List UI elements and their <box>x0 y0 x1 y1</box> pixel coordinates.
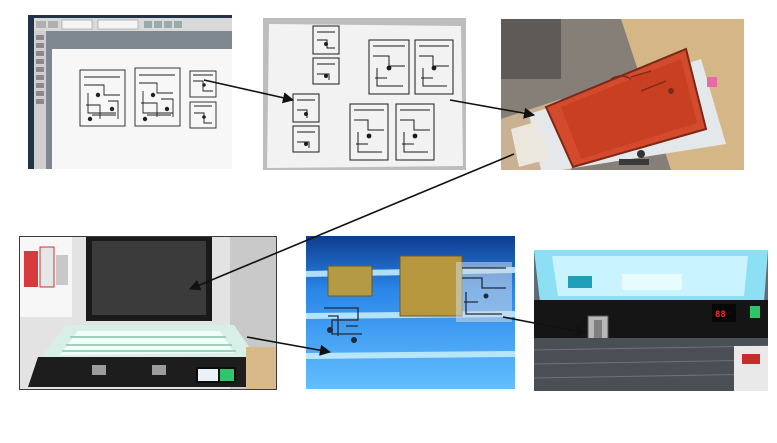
uv-exposure-closeup-art <box>306 236 515 389</box>
photo-uv-box-open <box>19 236 277 390</box>
screen-frame-art <box>501 19 744 170</box>
display-digits: 88 <box>715 310 726 320</box>
photo-uv-exposure-closeup <box>306 236 515 389</box>
photo-uv-box-lid: 88 <box>534 250 768 391</box>
photo-printed-transparency <box>263 18 466 170</box>
uv-box-open-art <box>20 237 276 389</box>
printed-transparency-art <box>263 18 466 170</box>
photo-pcb-design-screen <box>28 15 232 169</box>
photo-screen-frame <box>501 19 744 170</box>
pcb-design-screen-art <box>28 15 232 169</box>
uv-box-lid-art: 88 <box>534 250 768 391</box>
